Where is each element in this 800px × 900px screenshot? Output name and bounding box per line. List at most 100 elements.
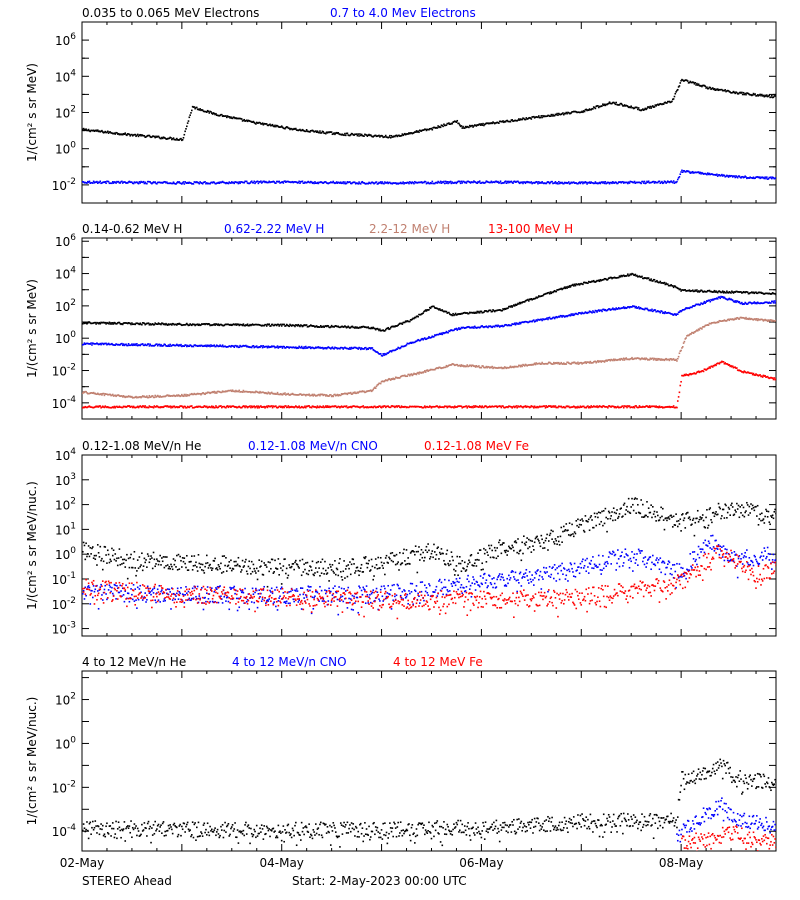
data-point: [642, 358, 645, 360]
data-point: [613, 308, 616, 310]
data-point: [632, 274, 635, 276]
data-point: [399, 181, 402, 184]
data-point: [471, 181, 474, 183]
data-point: [553, 114, 556, 117]
data-point: [205, 322, 207, 325]
data-point: [655, 105, 657, 107]
data-point: [96, 343, 99, 345]
data-point: [623, 307, 626, 310]
data-point: [294, 393, 296, 396]
data-point: [328, 131, 330, 134]
data-point: [674, 285, 677, 288]
data-point: [517, 322, 519, 325]
data-point: [417, 338, 419, 341]
data-point: [637, 181, 639, 184]
data-point: [689, 290, 692, 293]
data-point: [486, 180, 489, 183]
data-point: [494, 324, 497, 327]
data-point: [243, 181, 246, 184]
data-point: [718, 290, 721, 292]
data-point: [338, 181, 340, 184]
data-point: [148, 345, 151, 347]
data-point: [183, 405, 186, 408]
data-point: [292, 346, 295, 348]
data-point: [420, 181, 423, 183]
data-point: [166, 181, 168, 183]
data-point: [355, 405, 358, 408]
data-point: [157, 395, 160, 398]
data-point: [91, 182, 93, 184]
data-point: [419, 371, 421, 374]
data-point: [402, 134, 404, 137]
data-point: [342, 348, 345, 350]
data-point: [305, 405, 308, 408]
data-point: [587, 311, 589, 314]
data-point: [453, 313, 456, 316]
data-point: [343, 347, 345, 349]
data-point: [338, 405, 340, 408]
data-point: [271, 123, 274, 126]
data-point: [500, 406, 503, 409]
data-point: [225, 116, 228, 119]
data-point: [619, 307, 622, 310]
data-point: [503, 325, 505, 328]
data-point: [194, 344, 196, 346]
data-point: [771, 292, 774, 294]
data-point: [261, 391, 264, 393]
data-point: [616, 103, 618, 106]
data-point: [516, 119, 518, 122]
data-point: [83, 182, 86, 184]
data-point: [692, 172, 695, 174]
data-point: [605, 359, 608, 362]
data-point: [766, 176, 768, 178]
data-point: [584, 282, 587, 284]
data-point: [199, 405, 201, 408]
data-point: [671, 181, 674, 184]
data-point: [89, 182, 92, 185]
data-point: [396, 325, 399, 327]
data-point: [617, 182, 619, 185]
data-point: [365, 134, 368, 136]
data-point: [91, 392, 94, 395]
data-point: [711, 173, 713, 175]
data-point: [488, 309, 490, 312]
data-point: [169, 395, 171, 398]
data-point: [597, 105, 599, 107]
data-point: [211, 344, 214, 347]
data-point: [250, 346, 253, 349]
data-point: [690, 306, 692, 308]
data-point: [677, 355, 680, 358]
data-point: [145, 182, 147, 185]
data-point: [634, 357, 637, 360]
data-point: [714, 297, 717, 300]
data-point: [264, 392, 266, 395]
data-point: [136, 406, 138, 408]
data-point: [500, 366, 503, 369]
data-point: [262, 123, 265, 126]
data-point: [151, 395, 153, 397]
data-point: [113, 181, 116, 183]
data-point: [201, 323, 204, 326]
data-point: [139, 344, 142, 347]
data-point: [220, 391, 222, 394]
data-point: [502, 405, 504, 407]
data-point: [712, 321, 715, 324]
data-point: [447, 331, 449, 334]
data-point: [607, 181, 609, 184]
data-point: [652, 278, 655, 281]
data-point: [476, 365, 479, 368]
data-point: [749, 318, 751, 321]
data-point: [762, 94, 765, 97]
data-point: [281, 126, 284, 128]
data-point: [644, 182, 647, 185]
data-point: [334, 346, 336, 349]
data-point: [129, 406, 132, 408]
data-point: [285, 393, 288, 395]
data-point: [311, 182, 314, 185]
data-point: [660, 310, 662, 312]
data-point: [435, 333, 438, 336]
data-point: [304, 130, 306, 133]
data-point: [379, 382, 381, 385]
data-point: [679, 310, 682, 312]
data-point: [537, 318, 539, 321]
